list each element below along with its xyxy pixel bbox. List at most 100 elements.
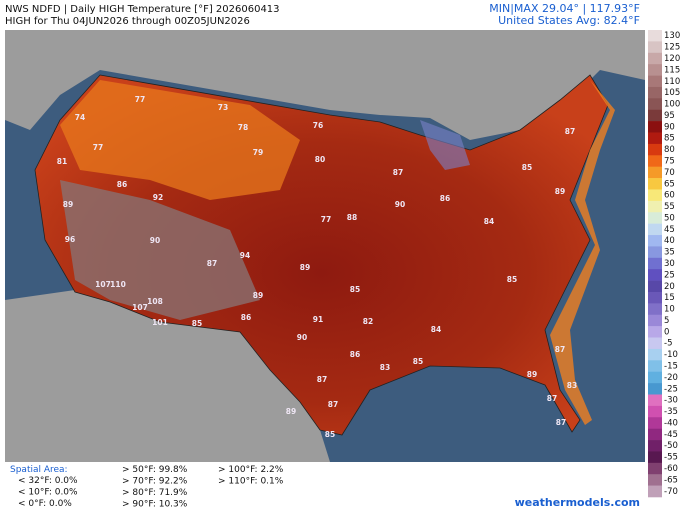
station-temp: 90: [297, 333, 307, 342]
colorbar-label: -10: [664, 350, 678, 360]
colorbar-box: [648, 451, 662, 464]
stats-line: > 50°F: 99.8%: [122, 465, 188, 475]
station-temp: 87: [547, 394, 557, 403]
station-temp: 85: [350, 285, 360, 294]
colorbar-box: [648, 121, 662, 133]
colorbar-label: -35: [664, 407, 678, 417]
colorbar-box: [648, 314, 662, 327]
colorbar-box: [648, 326, 662, 338]
colorbar-label: 120: [664, 54, 680, 64]
colorbar-box: [648, 417, 662, 429]
station-temp: 82: [363, 317, 373, 326]
station-temp: 79: [253, 148, 263, 157]
colorbar-box: [648, 64, 662, 76]
colorbar-box: [648, 348, 662, 361]
station-temp: 89: [555, 187, 565, 196]
colorbar-box: [648, 41, 662, 54]
colorbar-box: [648, 189, 662, 202]
station-temp: 89: [527, 370, 537, 379]
station-temp: 83: [380, 363, 390, 372]
colorbar-label: 10: [664, 305, 675, 315]
colorbar-box: [648, 405, 662, 418]
colorbar-box: [648, 291, 662, 304]
colorbar-label: 0: [664, 327, 669, 337]
colorbar-label: -15: [664, 362, 678, 372]
station-temp: 74: [75, 113, 85, 122]
stats-line: < 10°F: 0.0%: [18, 488, 78, 498]
colorbar-box: [648, 440, 662, 452]
station-temp: 88: [347, 213, 357, 222]
station-temp: 94: [240, 251, 250, 260]
colorbar-label: 95: [664, 111, 675, 121]
colorbar-box: [648, 337, 662, 350]
stats-line: < 32°F: 0.0%: [18, 476, 78, 486]
colorbar-label: 40: [664, 236, 675, 246]
station-temp: 107: [132, 303, 148, 312]
station-temp: 101: [152, 318, 168, 327]
colorbar-label: 80: [664, 145, 675, 155]
colorbar-box: [648, 235, 662, 247]
station-temp: 77: [321, 215, 331, 224]
colorbar-label: -20: [664, 373, 678, 383]
colorbar-label: 130: [664, 31, 680, 41]
colorbar-box: [648, 143, 662, 156]
station-temp: 87: [207, 259, 217, 268]
colorbar-label: -30: [664, 396, 678, 406]
station-temp: 87: [328, 400, 338, 409]
colorbar-label: 70: [664, 168, 675, 178]
station-temp: 90: [395, 200, 405, 209]
colorbar-box: [648, 132, 662, 145]
header-line: HIGH for Thu 04JUN2026 through 00Z05JUN2…: [5, 16, 250, 27]
station-temp: 92: [153, 193, 163, 202]
colorbar-box: [648, 462, 662, 475]
stats-line: > 100°F: 2.2%: [218, 465, 284, 475]
stats-label: Spatial Area:: [10, 465, 68, 475]
station-temp: 78: [238, 123, 248, 132]
header-right: MIN|MAX 29.04° | 117.93°F: [489, 2, 640, 15]
station-temp: 87: [555, 345, 565, 354]
colorbar-box: [648, 428, 662, 441]
station-temp: 85: [507, 275, 517, 284]
station-temp: 84: [431, 325, 441, 334]
station-temp: 87: [556, 418, 566, 427]
colorbar-box: [648, 360, 662, 373]
header-line: NWS NDFD | Daily HIGH Temperature [°F] 2…: [5, 4, 280, 15]
station-temp: 110: [110, 280, 126, 289]
station-temp: 81: [57, 157, 67, 166]
colorbar-label: 110: [664, 77, 680, 87]
stats-line: > 80°F: 71.9%: [122, 488, 188, 498]
station-temp: 85: [522, 163, 532, 172]
stats-line: > 90°F: 10.3%: [122, 500, 188, 510]
colorbar-label: 100: [664, 100, 680, 110]
station-temp: 85: [192, 319, 202, 328]
station-temp: 83: [567, 381, 577, 390]
colorbar-label: -55: [664, 453, 678, 463]
colorbar-box: [648, 75, 662, 88]
colorbar-box: [648, 30, 662, 42]
colorbar-label: 50: [664, 213, 675, 223]
colorbar-label: 35: [664, 248, 675, 258]
colorbar-box: [648, 474, 662, 486]
station-temp: 107: [95, 280, 111, 289]
station-temp: 86: [350, 350, 360, 359]
colorbar-label: 15: [664, 293, 675, 303]
station-temp: 76: [313, 121, 323, 130]
colorbar-label: 60: [664, 191, 675, 201]
credit: weathermodels.com: [515, 496, 640, 509]
station-temp: 87: [393, 168, 403, 177]
colorbar-label: -60: [664, 464, 678, 474]
colorbar-label: 105: [664, 88, 680, 98]
colorbar-label: -5: [664, 339, 672, 349]
map: [5, 30, 645, 462]
colorbar-label: 75: [664, 156, 675, 166]
colorbar-box: [648, 212, 662, 224]
colorbar-label: 30: [664, 259, 675, 269]
station-temp: 73: [218, 103, 228, 112]
stats-line: > 110°F: 0.1%: [218, 477, 284, 487]
colorbar-box: [648, 223, 662, 236]
colorbar-box: [648, 200, 662, 213]
stats-line: > 70°F: 92.2%: [122, 477, 188, 487]
colorbar-box: [648, 166, 662, 179]
colorbar-label: -70: [664, 487, 678, 497]
